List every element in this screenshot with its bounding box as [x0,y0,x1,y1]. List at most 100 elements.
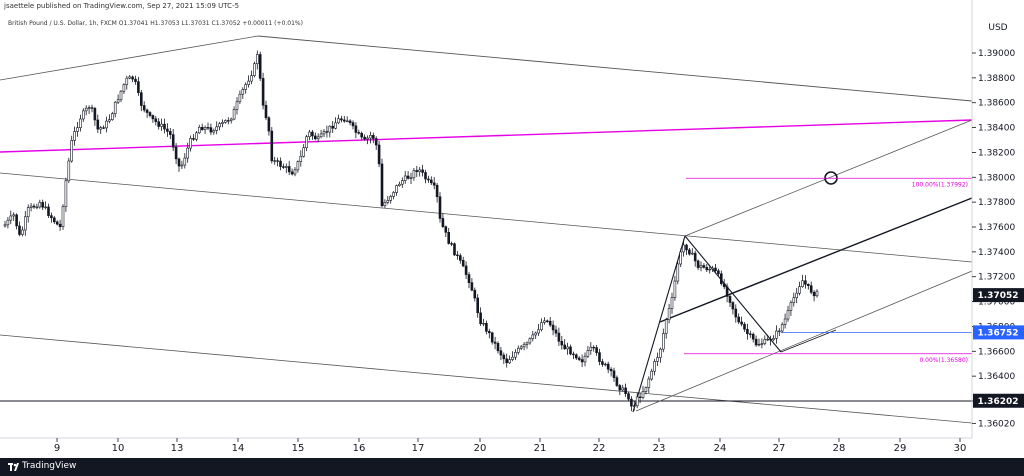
candle-body [664,319,668,334]
candle-body [534,332,538,336]
candle-body [725,286,729,297]
candle-body [316,136,320,140]
time-tick-label: 22 [593,443,606,454]
candle-body [479,312,482,325]
candle-body [224,120,227,123]
candle-body [490,332,494,343]
candle-body [50,215,53,219]
time-tick-label: 13 [171,443,184,454]
candle-body [55,221,59,225]
price-chart[interactable]: 100.00%(1.37992) 0.00%(1.36580) USD 1.3900… [0,0,1024,458]
candle-body [601,361,604,365]
channel-middle-line [0,172,973,263]
candle-body [487,331,491,334]
candle-body [334,122,337,129]
fib-levels: 100.00%(1.37992) 0.00%(1.36580) [684,177,972,364]
price-axis[interactable]: USD 1.39000 1.38800 1.38600 1.38400 1.38200 1.… [0,0,1015,439]
candle-body [166,128,169,132]
candle-body [754,338,758,346]
candle-body [38,202,42,208]
candle-body [128,76,131,79]
candle-body [531,334,535,339]
candle-body [412,170,416,179]
candle-body [360,132,364,138]
candle-body [351,122,355,127]
candle-body [606,363,610,370]
candle-body [409,177,413,179]
price-tick-label: 1.36400 [978,372,1015,382]
candle-body [82,110,85,120]
candle-body [635,396,639,407]
candle-body [18,225,21,235]
time-tick-label: 28 [833,443,846,454]
magenta-trendline [0,119,973,153]
candle-body [125,77,129,85]
candle-body [528,338,532,344]
candle-body [247,80,250,85]
candle-body [296,161,300,171]
candle-body [244,84,247,90]
candle-body [371,135,375,139]
candle-body [235,101,239,110]
footer-brand: TradingView [22,461,77,471]
candle-body [342,119,346,122]
candle-body [400,180,404,185]
candle-body [783,318,787,325]
candle-body [84,107,88,112]
candle-body [340,118,343,121]
candle-body [58,223,62,227]
candle-body [337,118,340,124]
candle-body [473,289,477,299]
candle-body [737,316,741,323]
time-axis[interactable]: 9 10 13 14 15 16 17 20 21 22 23 24 27 28 29 30 [54,438,967,454]
candle-body [70,140,73,162]
candle-body [441,218,445,227]
price-tag-box [973,393,1024,408]
candle-body [812,291,816,297]
candle-body [421,169,424,173]
candle-body [447,232,451,244]
candle-body [44,206,47,209]
candle-body [557,332,561,342]
candle-body [566,346,569,350]
candle-body [171,134,175,148]
candle-body [313,135,317,140]
candle-body [23,216,27,231]
candle-body [273,160,277,162]
candle-body [772,337,775,341]
candle-body [728,296,732,303]
price-tick-label: 1.37800 [978,198,1015,208]
candle-body [29,205,33,208]
candle-body [113,101,117,114]
candle-body [792,297,796,304]
candle-body [540,322,543,331]
candle-body [325,131,329,133]
candle-body [180,164,184,167]
price-tag-box [973,288,1024,303]
candle-body [615,377,619,386]
candle-body [603,363,607,366]
candle-body [264,104,268,119]
candle-body [102,127,105,129]
candle-body [580,359,584,363]
candle-body [493,341,497,344]
candle-body [395,185,398,193]
candle-body [548,320,552,326]
time-tick-label: 9 [54,443,60,454]
candle-body [276,160,279,162]
candle-body [505,358,509,364]
candle-body [319,133,323,138]
candle-body [595,347,598,353]
candle-body [383,202,387,207]
price-tick-label: 1.36020 [978,419,1015,429]
candle-body [766,338,770,341]
candle-body [238,93,242,103]
candle-body [398,183,401,186]
candle-body [429,179,433,184]
candle-body [282,166,285,168]
time-tick-label: 17 [412,443,425,454]
price-tag-label: 1.37052 [978,291,1019,301]
candle-body [87,107,91,109]
candle-body [638,396,642,399]
candle-body [209,127,213,133]
